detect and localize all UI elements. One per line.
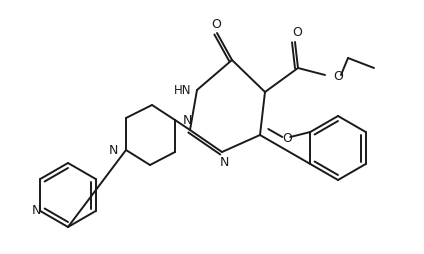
Text: N: N [219,155,229,168]
Text: N: N [109,144,118,156]
Text: O: O [282,132,292,145]
Text: N: N [183,114,192,126]
Text: HN: HN [174,84,192,97]
Text: O: O [211,18,221,30]
Text: N: N [32,203,41,216]
Text: O: O [292,26,302,40]
Text: O: O [333,70,343,83]
